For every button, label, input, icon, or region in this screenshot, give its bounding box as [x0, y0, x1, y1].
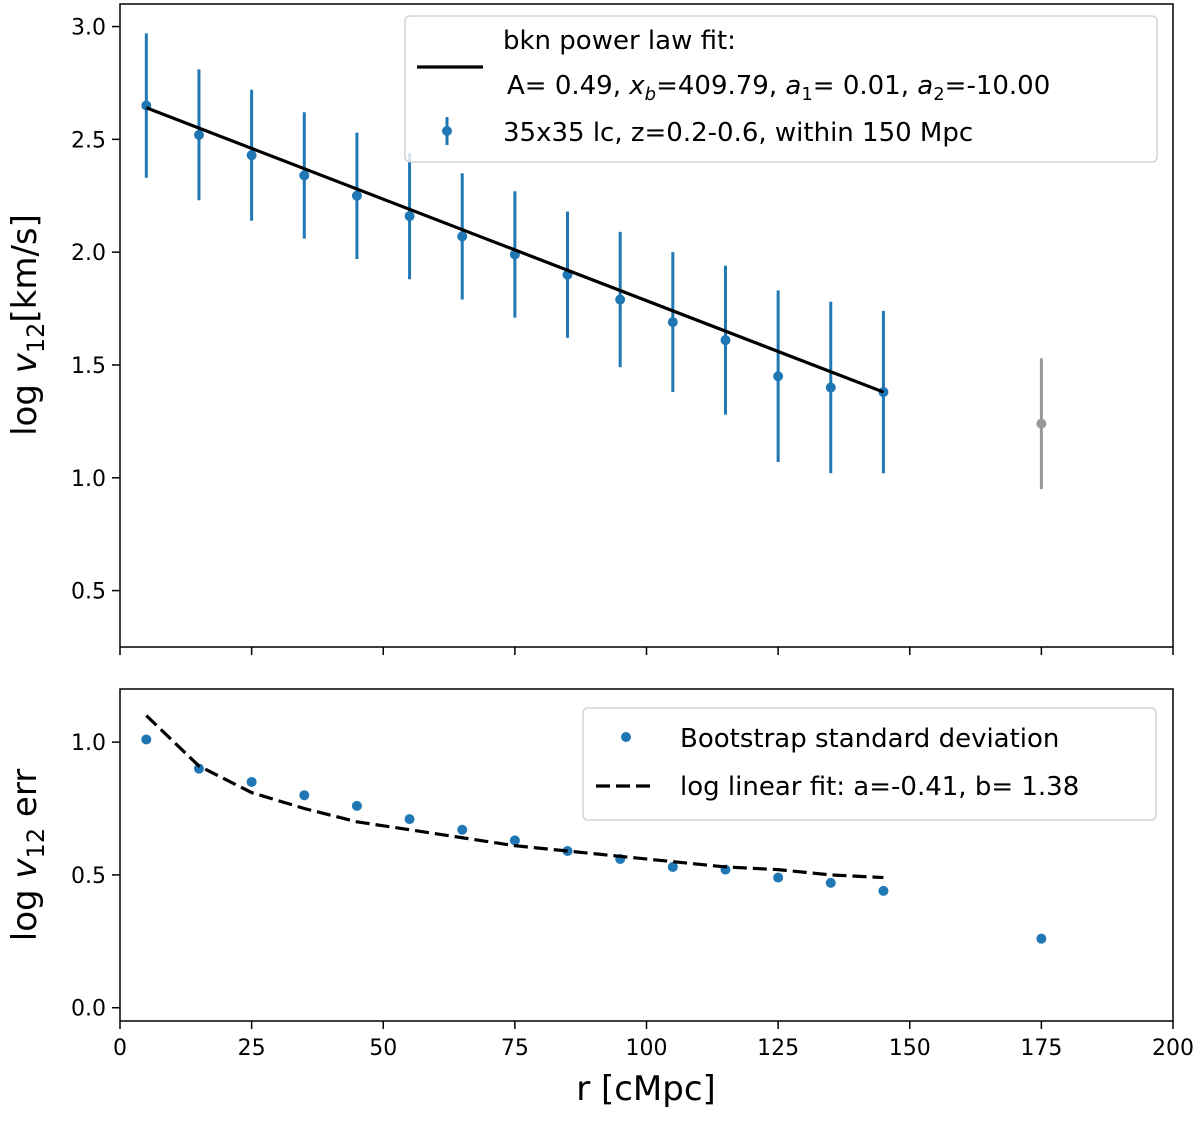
top-series	[141, 33, 1047, 490]
top-data-point	[720, 335, 731, 346]
bottom-xtick-label: 75	[501, 1036, 529, 1061]
bottom-data-point	[299, 790, 310, 801]
bottom-xtick-label: 125	[757, 1036, 799, 1061]
bottom-ytick-label: 1.0	[71, 731, 106, 756]
bottom-ticks: 0 25 50 75 100 125 150 175 200 0.0 0.5 1.0	[71, 731, 1194, 1061]
bottom-data-point	[457, 824, 468, 835]
top-ytick-label: 2.5	[71, 128, 106, 153]
top-legend-line-label-2: A= 0.49, xb=409.79, a1= 0.01, a2=-10.00	[507, 71, 1050, 105]
top-data-point	[773, 371, 784, 382]
top-data-point	[1036, 418, 1047, 429]
bottom-xtick-label: 0	[113, 1036, 127, 1061]
bottom-data-point	[351, 800, 362, 811]
bottom-ylabel: log v12 err	[5, 769, 50, 941]
top-data-point	[246, 150, 257, 161]
bottom-data-point	[509, 835, 520, 846]
top-legend-points-swatch	[442, 117, 452, 145]
bottom-legend-line-label: log linear fit: a=-0.41, b= 1.38	[680, 772, 1079, 802]
bottom-data-point	[404, 814, 415, 825]
top-data-point	[667, 317, 678, 328]
top-ylabel: log v12[km/s]	[5, 214, 50, 436]
bottom-data-point	[878, 885, 889, 896]
bottom-legend-box	[582, 707, 1157, 821]
top-ytick-label: 1.0	[71, 467, 106, 492]
top-ytick-label: 0.5	[71, 580, 106, 605]
bottom-series	[141, 714, 1047, 944]
bottom-fit-line	[145, 714, 884, 880]
top-data-point	[825, 382, 836, 393]
bottom-data-point	[773, 872, 784, 883]
bottom-xtick-label: 25	[238, 1036, 266, 1061]
top-ytick-label: 1.5	[71, 354, 106, 379]
bottom-panel: 0 25 50 75 100 125 150 175 200 0.0 0.5 1.0 log v12 …	[5, 688, 1194, 1109]
top-legend-box	[404, 15, 1158, 163]
top-data-point	[299, 170, 310, 181]
bottom-ytick-label: 0.5	[71, 864, 106, 889]
bottom-legend-points-swatch	[621, 732, 631, 742]
bottom-data-point	[667, 861, 678, 872]
bottom-data-point	[141, 734, 152, 745]
bottom-xtick-label: 150	[889, 1036, 931, 1061]
top-data-point	[351, 190, 362, 201]
top-data-point	[404, 211, 415, 222]
bottom-xtick-label: 175	[1020, 1036, 1062, 1061]
top-data-point	[193, 129, 204, 140]
bottom-ytick-label: 0.0	[71, 997, 106, 1022]
top-legend-points-label: 35x35 lc, z=0.2-0.6, within 150 Mpc	[503, 118, 973, 148]
top-panel: 0.5 1.0 1.5 2.0 2.5 3.0 log v12[km/s] bkn pow…	[5, 3, 1174, 655]
top-ytick-label: 2.0	[71, 241, 106, 266]
bottom-xtick-label: 200	[1152, 1036, 1194, 1061]
bottom-xtick-label: 100	[626, 1036, 668, 1061]
bottom-data-point	[246, 776, 257, 787]
bottom-xlabel: r [cMpc]	[576, 1069, 716, 1109]
bottom-data-point	[193, 763, 204, 774]
top-data-point	[457, 231, 468, 242]
bottom-data-point	[1036, 933, 1047, 944]
top-legend-line-label-1: bkn power law fit:	[503, 26, 736, 56]
bottom-legend: Bootstrap standard deviation log linear …	[582, 707, 1157, 821]
bottom-legend-points-label: Bootstrap standard deviation	[680, 724, 1059, 754]
top-fit-line	[145, 106, 885, 394]
top-data-point	[615, 294, 626, 305]
bottom-xtick-label: 50	[369, 1036, 397, 1061]
top-ticks: 0.5 1.0 1.5 2.0 2.5 3.0	[71, 16, 1174, 655]
top-ytick-label: 3.0	[71, 16, 106, 41]
bottom-data-point	[825, 877, 836, 888]
top-legend: bkn power law fit: A= 0.49, xb=409.79, a…	[404, 15, 1158, 163]
